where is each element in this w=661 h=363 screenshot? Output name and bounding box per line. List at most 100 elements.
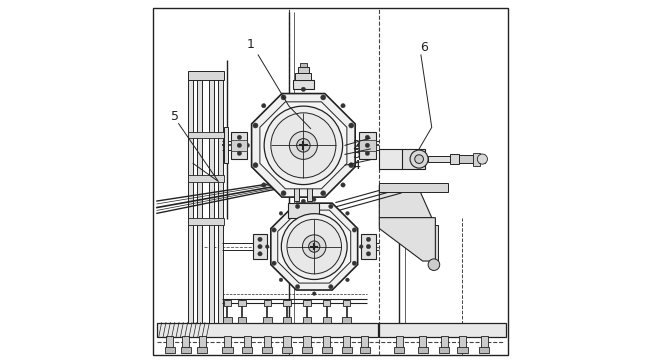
Bar xyxy=(322,347,332,353)
Circle shape xyxy=(272,261,276,265)
Bar xyxy=(323,336,330,348)
Bar xyxy=(299,63,307,67)
Bar xyxy=(303,300,311,306)
Circle shape xyxy=(253,123,258,128)
Bar xyxy=(253,234,267,259)
Circle shape xyxy=(366,135,369,139)
Bar xyxy=(264,300,271,306)
Bar xyxy=(283,317,292,323)
Bar xyxy=(263,317,272,323)
Bar xyxy=(224,127,228,163)
Circle shape xyxy=(309,241,320,252)
Bar xyxy=(284,336,291,348)
Bar xyxy=(379,183,448,192)
Bar xyxy=(303,317,311,323)
Circle shape xyxy=(281,95,286,100)
Bar xyxy=(440,347,449,353)
Bar xyxy=(264,336,271,348)
Bar xyxy=(297,67,309,73)
Bar xyxy=(302,347,312,353)
Bar xyxy=(231,140,247,151)
Bar xyxy=(360,132,375,159)
Bar xyxy=(295,73,311,80)
Text: 4: 4 xyxy=(352,159,360,172)
Bar xyxy=(479,347,489,353)
Bar xyxy=(303,336,311,348)
Circle shape xyxy=(329,285,333,289)
Polygon shape xyxy=(379,218,436,261)
Bar xyxy=(379,149,402,169)
Polygon shape xyxy=(271,203,358,290)
Bar xyxy=(182,336,190,348)
Bar xyxy=(157,323,377,337)
Circle shape xyxy=(357,143,362,147)
Polygon shape xyxy=(379,185,432,218)
Bar xyxy=(360,140,375,151)
Circle shape xyxy=(352,228,356,232)
Bar xyxy=(188,80,193,323)
Circle shape xyxy=(321,191,326,196)
Text: 1: 1 xyxy=(247,38,254,51)
Bar xyxy=(343,336,350,348)
Bar xyxy=(418,347,428,353)
Circle shape xyxy=(266,245,269,248)
Bar xyxy=(165,347,175,353)
Circle shape xyxy=(279,212,283,215)
Bar xyxy=(362,234,375,259)
Bar xyxy=(244,336,251,348)
Circle shape xyxy=(287,219,342,274)
Circle shape xyxy=(301,199,305,204)
Bar xyxy=(323,317,331,323)
Circle shape xyxy=(349,123,354,128)
Circle shape xyxy=(258,244,262,249)
Bar xyxy=(166,336,173,348)
Circle shape xyxy=(262,103,266,108)
Bar xyxy=(224,336,231,348)
Bar xyxy=(188,175,224,182)
Bar xyxy=(343,300,350,306)
Bar xyxy=(288,203,319,218)
Circle shape xyxy=(279,278,283,282)
Bar xyxy=(210,80,214,323)
Circle shape xyxy=(281,191,286,196)
Bar xyxy=(419,336,426,348)
Bar xyxy=(222,347,233,353)
Circle shape xyxy=(346,278,349,282)
Bar xyxy=(282,347,292,353)
Bar xyxy=(342,347,352,353)
Circle shape xyxy=(313,292,316,295)
Bar xyxy=(188,71,224,80)
Polygon shape xyxy=(260,102,347,189)
Bar xyxy=(379,323,506,337)
Bar xyxy=(238,300,245,306)
Circle shape xyxy=(349,163,354,168)
Circle shape xyxy=(352,261,356,265)
Bar xyxy=(197,347,207,353)
Circle shape xyxy=(237,135,241,139)
Bar xyxy=(394,347,405,353)
Bar xyxy=(237,317,247,323)
Bar xyxy=(395,336,403,348)
Circle shape xyxy=(346,212,349,215)
Circle shape xyxy=(245,143,249,147)
Bar xyxy=(262,347,272,353)
Bar xyxy=(430,225,438,261)
Bar xyxy=(188,132,224,138)
Circle shape xyxy=(341,183,345,187)
Circle shape xyxy=(477,154,487,164)
Circle shape xyxy=(282,214,347,280)
Circle shape xyxy=(414,155,424,163)
Circle shape xyxy=(341,103,345,108)
Bar xyxy=(473,152,480,166)
Polygon shape xyxy=(278,210,351,283)
Bar xyxy=(401,149,424,169)
Bar xyxy=(284,300,291,306)
Bar xyxy=(223,317,232,323)
Text: 5: 5 xyxy=(171,110,179,123)
Circle shape xyxy=(301,87,305,91)
Bar xyxy=(428,156,450,162)
Circle shape xyxy=(321,95,326,100)
Bar xyxy=(323,300,330,306)
Bar xyxy=(342,317,351,323)
Circle shape xyxy=(295,285,299,289)
